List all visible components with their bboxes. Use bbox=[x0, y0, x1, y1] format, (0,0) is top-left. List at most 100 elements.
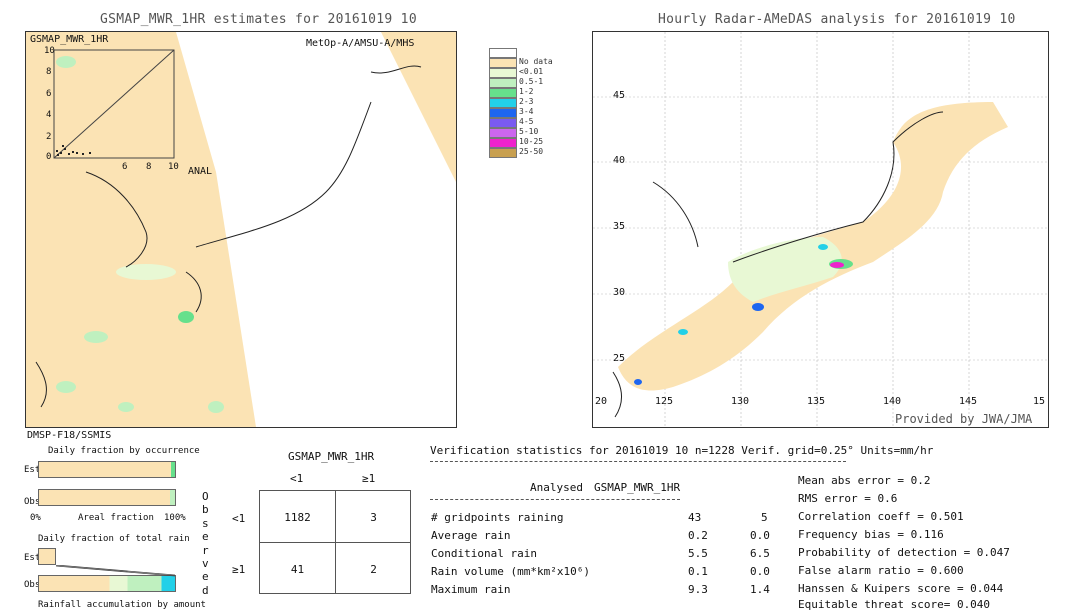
legend-swatch bbox=[489, 58, 517, 68]
row-label: Rain volume (mm*km²x10⁶) bbox=[431, 565, 590, 578]
row-gsmap: 1.4 bbox=[750, 583, 770, 596]
no-data-swath-east bbox=[381, 32, 456, 182]
inset-ytick: 2 bbox=[46, 132, 52, 142]
right-map-title: Hourly Radar-AMeDAS analysis for 2016101… bbox=[658, 12, 1016, 27]
scatter-points bbox=[56, 145, 91, 156]
scatter-diagonal bbox=[53, 49, 175, 159]
rain-area bbox=[208, 401, 224, 413]
inset-title: GSMAP_MWR_1HR bbox=[30, 34, 109, 45]
inset-xlabel: ANAL bbox=[188, 166, 213, 177]
row-label: Maximum rain bbox=[431, 583, 511, 596]
rain-area bbox=[56, 56, 76, 68]
coastline-taiwan bbox=[35, 361, 47, 408]
lon-label: 125 bbox=[655, 396, 674, 407]
row-gsmap: 5 bbox=[761, 511, 768, 524]
legend-swatch bbox=[489, 98, 517, 108]
legend-swatch bbox=[489, 108, 517, 118]
row-label: Conditional rain bbox=[431, 547, 537, 560]
satellite-label: MetOp-A/AMSU-A/MHS bbox=[306, 38, 415, 49]
rain-area bbox=[116, 264, 176, 280]
obs-label-2: Obs bbox=[24, 580, 41, 590]
color-legend: No data <0.01 0.5-1 1-2 2-3 3-4 4-5 5-10… bbox=[489, 48, 559, 178]
rain-cell bbox=[818, 244, 828, 250]
score: False alarm ratio = 0.600 bbox=[798, 564, 964, 577]
legend-swatch bbox=[489, 48, 517, 58]
lon-label: 130 bbox=[731, 396, 750, 407]
cell-a: 1182 bbox=[284, 511, 311, 524]
lat-label-25: 25 bbox=[613, 353, 626, 364]
row-ge-label: ≥1 bbox=[232, 563, 246, 576]
row-lt-label: <1 bbox=[232, 512, 246, 525]
est-label-1: Est bbox=[24, 465, 41, 475]
row-analysed: 5.5 bbox=[688, 547, 708, 560]
coastline-hokkaido bbox=[370, 65, 422, 74]
right-map: 45 40 35 30 25 20 125 130 135 140 145 15… bbox=[592, 31, 1049, 428]
est-fraction-fill bbox=[171, 462, 175, 477]
lat-label-30: 30 bbox=[613, 287, 626, 298]
lat-label-40: 40 bbox=[613, 155, 626, 166]
lon-label: 145 bbox=[959, 396, 978, 407]
legend-swatch bbox=[489, 138, 517, 148]
est-occurrence-bar bbox=[38, 461, 176, 478]
coastline-korea bbox=[85, 171, 148, 268]
legend-swatch bbox=[489, 118, 517, 128]
row-analysed: 0.1 bbox=[688, 565, 708, 578]
verification-header: Verification statistics for 20161019 10 … bbox=[430, 444, 934, 457]
legend-swatch bbox=[489, 128, 517, 138]
inset-xtick: 6 bbox=[122, 162, 128, 172]
obs-fraction-fill bbox=[170, 490, 175, 505]
row-label: # gridpoints raining bbox=[431, 511, 564, 524]
col-ge-label: ≥1 bbox=[362, 472, 376, 485]
obs-occurrence-bar bbox=[38, 489, 176, 506]
lon-label: 140 bbox=[883, 396, 902, 407]
obs-accumulation-bar bbox=[38, 575, 176, 592]
grid-hline bbox=[260, 542, 410, 543]
coastline-kyushu bbox=[185, 271, 202, 313]
sensor-label: DMSP-F18/SSMIS bbox=[27, 430, 112, 441]
legend-swatch bbox=[489, 88, 517, 98]
row-gsmap: 0.0 bbox=[750, 565, 770, 578]
col-analysed: Analysed bbox=[530, 481, 583, 494]
coastline-taiwan bbox=[612, 371, 622, 418]
heavy-rain bbox=[830, 262, 844, 268]
inset-xtick: 8 bbox=[146, 162, 152, 172]
accumulation-connector bbox=[55, 565, 176, 577]
total-rain-title: Daily fraction of total rain bbox=[38, 534, 190, 544]
legend-label: 10-25 bbox=[519, 137, 544, 146]
legend-label: 3-4 bbox=[519, 107, 534, 116]
coastline-korea bbox=[652, 181, 699, 248]
cell-c: 41 bbox=[290, 563, 305, 576]
cell-d: 2 bbox=[370, 563, 377, 576]
column-divider bbox=[430, 499, 680, 500]
lat-label-35: 35 bbox=[613, 221, 626, 232]
axis-right: 100% bbox=[164, 513, 186, 523]
score: Mean abs error = 0.2 bbox=[798, 474, 931, 487]
est-label-2: Est bbox=[24, 553, 41, 563]
score: Frequency bias = 0.116 bbox=[798, 528, 944, 541]
lon-label: 20 bbox=[595, 396, 608, 407]
contingency-grid: 1182 3 41 2 bbox=[259, 490, 411, 594]
axis-left: 0% bbox=[30, 513, 41, 523]
score: Hanssen & Kuipers score = 0.044 bbox=[798, 582, 1004, 595]
rain-area bbox=[56, 381, 76, 393]
accum-title: Rainfall accumulation by amount bbox=[38, 600, 206, 610]
rain-cell bbox=[634, 379, 642, 385]
legend-swatch bbox=[489, 68, 517, 78]
scatter-inset bbox=[53, 49, 175, 159]
inset-xtick: 10 bbox=[168, 162, 179, 172]
legend-swatch bbox=[489, 148, 517, 158]
rain-area bbox=[118, 402, 134, 412]
score: Probability of detection = 0.047 bbox=[798, 546, 1010, 559]
row-gsmap: 6.5 bbox=[750, 547, 770, 560]
inset-ytick: 10 bbox=[44, 46, 55, 56]
row-analysed: 43 bbox=[688, 511, 702, 524]
row-label: Average rain bbox=[431, 529, 511, 542]
coastline-honshu bbox=[195, 101, 372, 248]
legend-label: 2-3 bbox=[519, 97, 534, 106]
inset-ytick: 4 bbox=[46, 110, 52, 120]
left-map-canvas bbox=[26, 32, 456, 427]
axis-mid: Areal fraction bbox=[78, 513, 154, 523]
observed-label: Observed bbox=[202, 490, 209, 597]
legend-label: 4-5 bbox=[519, 117, 534, 126]
lon-label: 15 bbox=[1033, 396, 1046, 407]
